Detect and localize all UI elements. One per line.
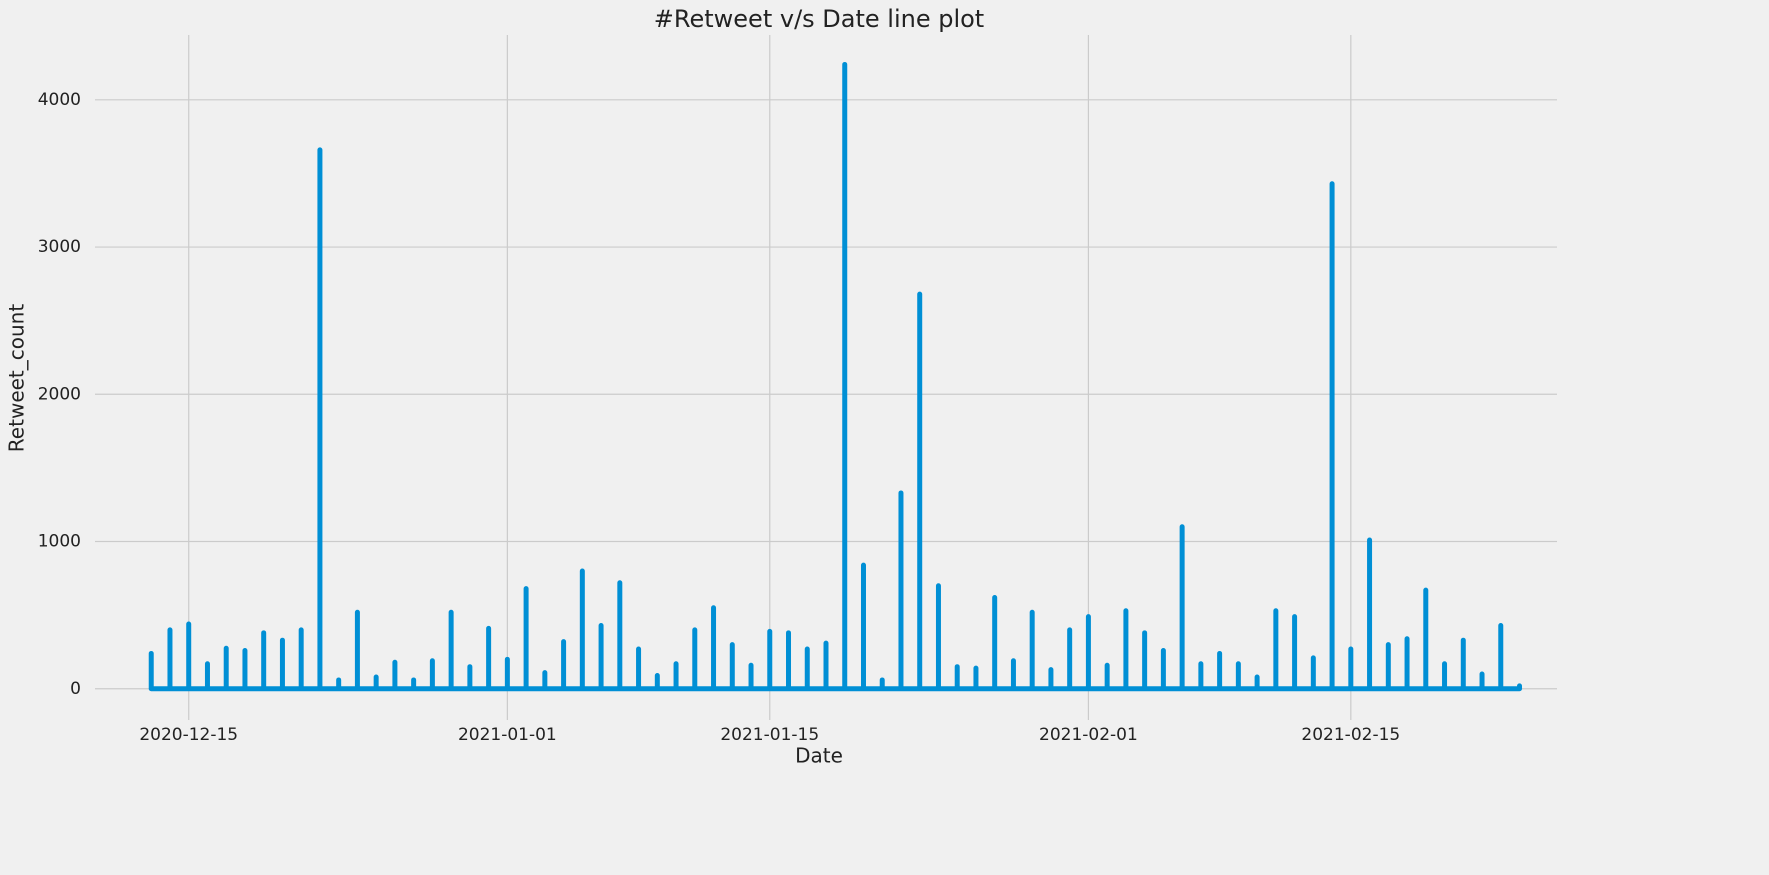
- y-tick-label: 0: [70, 679, 81, 699]
- x-tick-label: 2021-01-15: [720, 725, 819, 745]
- x-tick-label: 2021-02-15: [1301, 725, 1400, 745]
- y-tick-label: 4000: [38, 90, 81, 110]
- x-tick-label: 2021-02-01: [1039, 725, 1138, 745]
- chart-title: #Retweet v/s Date line plot: [654, 5, 984, 33]
- y-tick-label: 2000: [38, 384, 81, 404]
- x-tick-label: 2020-12-15: [139, 725, 238, 745]
- y-tick-label: 3000: [38, 237, 81, 257]
- y-tick-label: 1000: [38, 532, 81, 552]
- y-axis-label: Retweet_count: [5, 304, 29, 453]
- x-axis-label: Date: [795, 744, 843, 768]
- data-line: [148, 61, 1523, 692]
- x-tick-label: 2021-01-01: [458, 725, 557, 745]
